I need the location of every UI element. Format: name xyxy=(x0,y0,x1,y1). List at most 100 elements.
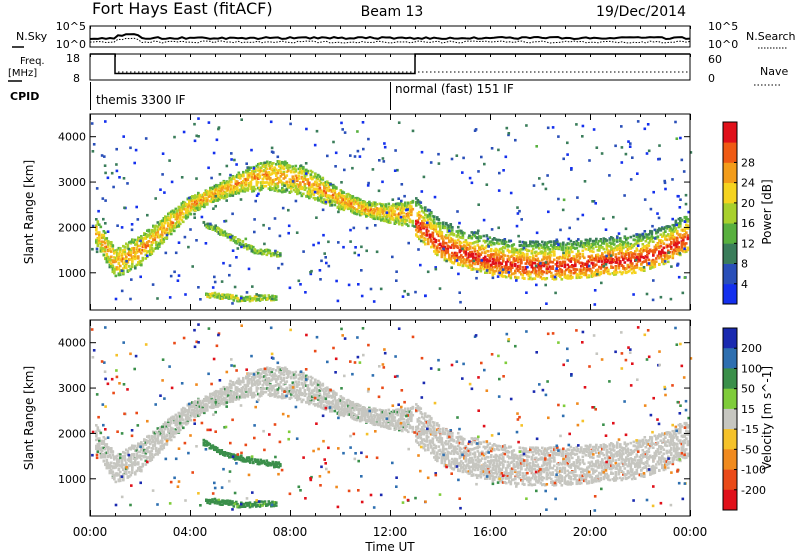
power-cell xyxy=(624,227,628,231)
power-cell xyxy=(500,240,504,244)
power-cell xyxy=(566,246,570,249)
power-cell xyxy=(349,240,352,243)
power-cell xyxy=(174,225,178,229)
power-cell xyxy=(238,238,242,242)
freq-tick-bottom: 8 xyxy=(73,72,80,85)
power-cell xyxy=(327,196,331,199)
power-cell xyxy=(643,248,646,252)
power-cell xyxy=(626,258,630,262)
power-cell xyxy=(380,206,383,210)
power-cell xyxy=(486,237,490,241)
power-cell xyxy=(555,238,559,242)
power-cell xyxy=(144,237,148,240)
power-cell xyxy=(225,296,228,299)
power-cell xyxy=(186,211,190,214)
power-cell xyxy=(311,170,314,174)
power-cell xyxy=(535,258,538,262)
power-cell xyxy=(461,260,465,263)
power-cell xyxy=(458,255,462,259)
power-cell xyxy=(425,224,429,227)
power-cell xyxy=(635,241,639,245)
power-cell xyxy=(649,249,652,253)
power-cell xyxy=(497,242,501,246)
power-cell xyxy=(220,280,224,283)
power-cell xyxy=(208,225,212,228)
power-cell xyxy=(482,261,486,264)
power-cell xyxy=(658,250,661,254)
power-cell xyxy=(490,228,494,231)
power-cell xyxy=(255,194,259,197)
power-cell xyxy=(306,190,310,193)
power-cell xyxy=(299,187,302,190)
power-cell xyxy=(554,242,558,245)
power-cell xyxy=(679,234,682,237)
power-cell xyxy=(245,291,249,294)
power-cell xyxy=(257,192,260,196)
power-cell xyxy=(523,277,526,280)
power-cell xyxy=(629,263,633,267)
power-cell xyxy=(369,208,373,212)
power-cell xyxy=(123,261,127,264)
power-cell xyxy=(167,218,170,222)
power-cell xyxy=(428,233,432,237)
power-cell xyxy=(408,204,412,208)
power-cell xyxy=(461,256,465,259)
power-cell xyxy=(657,157,660,161)
power-cell xyxy=(641,260,645,264)
power-cell xyxy=(122,251,125,254)
power-cell xyxy=(440,245,444,248)
power-cell xyxy=(533,241,537,245)
power-cell xyxy=(634,271,637,274)
power-cell xyxy=(544,243,547,246)
power-cell xyxy=(315,191,319,195)
power-cell xyxy=(463,240,466,244)
power-cell xyxy=(329,195,332,198)
power-cell xyxy=(521,268,525,272)
power-cell xyxy=(221,195,224,199)
power-cell xyxy=(449,238,453,242)
power-cell xyxy=(401,205,404,209)
power-cell xyxy=(198,199,202,202)
power-cell xyxy=(284,190,287,193)
power-cell xyxy=(527,249,531,253)
power-cell xyxy=(578,271,582,274)
power-cell xyxy=(165,227,169,231)
power-cell xyxy=(490,263,493,267)
power-cell xyxy=(300,187,304,191)
power-cell xyxy=(212,195,215,198)
power-cell xyxy=(545,269,549,273)
power-cell xyxy=(682,234,685,238)
power-cell xyxy=(628,247,631,250)
power-cell xyxy=(281,206,285,210)
power-cell xyxy=(287,185,290,188)
power-cell xyxy=(598,259,601,263)
power-cell xyxy=(550,254,553,257)
power-cell xyxy=(568,226,571,230)
power-cell xyxy=(623,236,627,240)
power-cell xyxy=(482,264,486,267)
power-cell xyxy=(168,229,172,232)
power-cell xyxy=(544,246,547,250)
power-cell xyxy=(499,263,502,266)
power-cell xyxy=(272,162,275,165)
power-cell xyxy=(448,234,451,237)
power-cell xyxy=(569,269,573,273)
power-cell xyxy=(188,199,191,203)
power-cell xyxy=(670,241,673,244)
power-cell xyxy=(415,200,418,204)
power-cell xyxy=(326,154,329,158)
power-cell xyxy=(91,150,95,153)
power-cell xyxy=(676,232,679,235)
power-cell xyxy=(532,258,535,261)
power-cell xyxy=(339,204,343,208)
power-cell xyxy=(339,207,343,211)
power-cell xyxy=(680,219,684,222)
power-cell xyxy=(318,183,322,186)
power-cell xyxy=(434,238,438,242)
power-cell xyxy=(433,224,436,227)
power-cell xyxy=(225,199,228,202)
power-cell xyxy=(276,182,280,185)
power-cell xyxy=(649,207,653,211)
power-cell xyxy=(116,224,119,227)
power-cell xyxy=(325,261,328,265)
